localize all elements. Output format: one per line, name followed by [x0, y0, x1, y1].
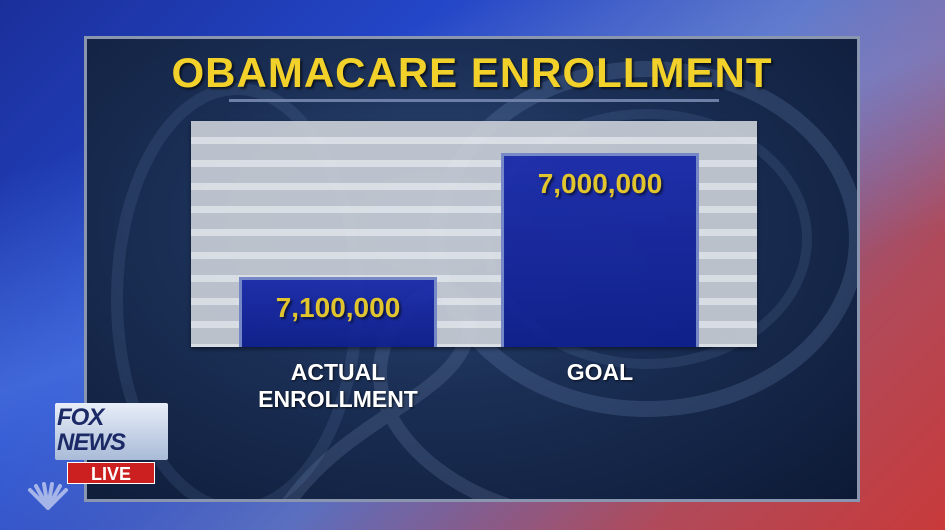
bar-value-label-actual: 7,100,000 — [275, 292, 401, 323]
bar-goal: 7,000,000 — [501, 153, 699, 347]
chart-panel: OBAMACARE ENROLLMENT 7,100,000 7,000,000… — [84, 36, 860, 502]
category-label-goal: GOAL — [566, 359, 634, 385]
live-badge: LIVE — [67, 462, 155, 484]
logo-box: FOX NEWS — [55, 403, 168, 460]
plot-area: 7,100,000 7,000,000 — [191, 121, 757, 347]
logo-text-fox: FOX — [57, 404, 104, 431]
bar-value-label-goal: 7,000,000 — [537, 168, 663, 199]
logo-text: FOX NEWS — [57, 404, 126, 456]
bar-actual-enrollment: 7,100,000 — [239, 277, 437, 347]
peacock-icon — [28, 482, 68, 510]
fox-news-logo: FOX NEWS LIVE — [55, 403, 168, 485]
title-underline — [229, 99, 719, 102]
logo-text-news: NEWS — [57, 429, 126, 456]
chart-title: OBAMACARE ENROLLMENT — [171, 49, 773, 96]
category-label-actual-enrollment: ACTUAL ENROLLMENT — [258, 359, 418, 412]
